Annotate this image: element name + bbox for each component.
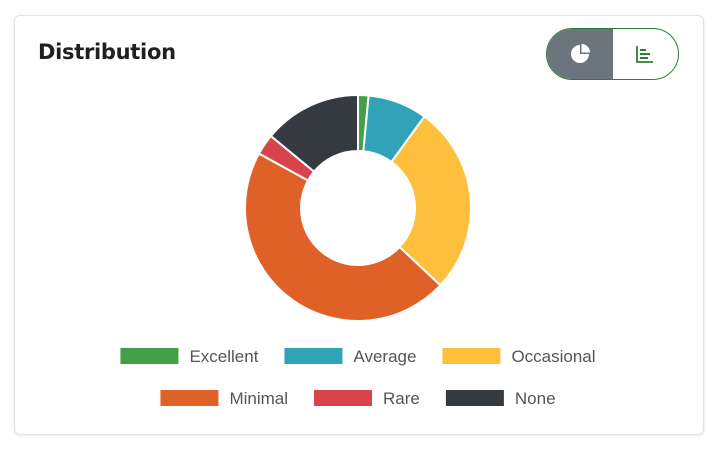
pie-view-button[interactable] [547, 29, 613, 79]
bar-chart-icon [636, 46, 654, 63]
legend-label: Average [353, 347, 416, 366]
legend-item-rare[interactable]: Rare [314, 389, 420, 408]
legend-item-excellent[interactable]: Excellent [120, 347, 259, 366]
slice-none[interactable] [269, 93, 359, 174]
legend-label: Minimal [229, 389, 288, 408]
legend-label: None [515, 389, 556, 408]
legend-label: Excellent [189, 347, 258, 366]
legend-swatch [314, 390, 373, 406]
legend-item-none[interactable]: None [445, 389, 556, 408]
legend-item-minimal[interactable]: Minimal [160, 389, 288, 408]
legend-item-average[interactable]: Average [284, 347, 416, 366]
slice-occasional[interactable] [390, 115, 472, 287]
chart-type-toggle[interactable] [546, 28, 679, 80]
pie-chart-icon [570, 44, 590, 63]
card-title: Distribution [38, 40, 176, 64]
legend-swatch [442, 348, 501, 364]
legend-swatch [120, 348, 179, 364]
legend-swatch [445, 390, 504, 406]
legend-label: Rare [383, 389, 420, 408]
distribution-card: Distribution [14, 15, 704, 435]
legend-item-occasional[interactable]: Occasional [442, 347, 596, 366]
slice-minimal[interactable] [244, 152, 442, 322]
legend-swatch [284, 348, 343, 364]
bar-view-button[interactable] [613, 29, 679, 79]
legend-label: Occasional [511, 347, 595, 366]
legend-swatch [160, 390, 219, 406]
